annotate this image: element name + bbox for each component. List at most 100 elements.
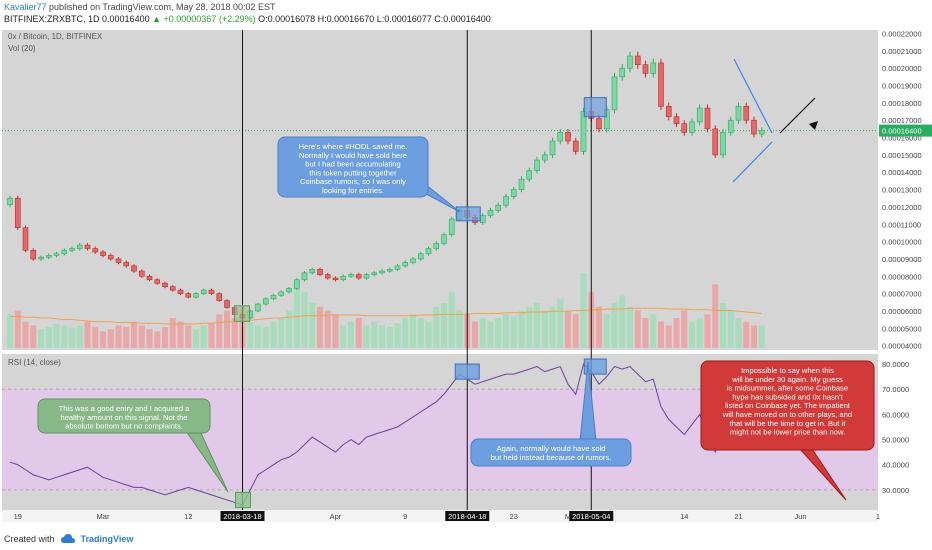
time-axis[interactable] bbox=[2, 510, 878, 522]
candle bbox=[76, 243, 83, 251]
tradingview-cloud-icon bbox=[60, 534, 75, 543]
candle-body bbox=[7, 197, 13, 206]
candle bbox=[309, 267, 316, 275]
callout-line: will have moved on to other plays, and bbox=[722, 410, 852, 419]
price-pane[interactable] bbox=[2, 30, 878, 350]
volume-bar bbox=[131, 321, 137, 348]
candle bbox=[115, 257, 122, 265]
rsi-axis-tick: 80.0000 bbox=[882, 360, 909, 369]
candle bbox=[371, 271, 378, 277]
candle bbox=[510, 186, 517, 200]
volume-bar bbox=[208, 323, 215, 348]
volume-bar bbox=[84, 321, 91, 348]
volume-bar bbox=[650, 314, 657, 348]
candle-body bbox=[627, 55, 633, 69]
candle bbox=[193, 292, 199, 299]
candle bbox=[665, 102, 672, 121]
triangle-lower-line bbox=[732, 141, 773, 183]
candle bbox=[557, 128, 564, 145]
candle bbox=[611, 72, 618, 114]
candle-body bbox=[448, 218, 455, 235]
rsi-top-box-2 bbox=[583, 358, 607, 375]
candle bbox=[38, 255, 44, 261]
volume-bar bbox=[448, 291, 455, 348]
volume-bar bbox=[410, 314, 416, 348]
volume-bar bbox=[324, 310, 331, 348]
date-marker-label: 2018-04-18 bbox=[448, 512, 486, 521]
candle bbox=[131, 264, 137, 273]
chart-area[interactable]: 0.00022000 0.00021000 0.00020000 0.00019000… bbox=[0, 26, 932, 531]
date-marker-tag bbox=[445, 511, 490, 521]
candle-body bbox=[557, 132, 564, 142]
candle-body bbox=[394, 265, 401, 270]
candle-body bbox=[100, 251, 106, 256]
published-text: published on TradingView.com, May 28, 20… bbox=[49, 2, 276, 12]
candle-body bbox=[503, 196, 509, 206]
time-axis-tick: 19 bbox=[14, 512, 22, 521]
candle-body bbox=[278, 291, 285, 296]
volume-bar bbox=[14, 310, 21, 348]
volume-bar bbox=[332, 314, 339, 348]
candle bbox=[386, 267, 393, 273]
volume-bar bbox=[743, 321, 750, 348]
volume-bar bbox=[340, 325, 347, 348]
volume-bar bbox=[619, 295, 626, 348]
rsi-axis-tick: 40.0000 bbox=[882, 461, 909, 470]
price-axis-tick: 0.00010000 bbox=[882, 238, 922, 247]
candle-body bbox=[30, 249, 37, 260]
candle-body bbox=[270, 295, 277, 300]
rsi-bottom-box bbox=[235, 491, 251, 508]
date-marker-tag bbox=[220, 511, 265, 521]
price-change: ▲ +0.00000367 (+2.29%) bbox=[152, 14, 256, 24]
candle-body bbox=[45, 255, 52, 258]
ohlc-values: O:0.00016078 H:0.00016670 L:0.00016077 C… bbox=[258, 14, 491, 24]
volume-bar bbox=[138, 325, 145, 348]
candle bbox=[270, 293, 277, 301]
price-axis-tick: 0.00012000 bbox=[882, 203, 922, 212]
tradingview-brand[interactable]: TradingView bbox=[80, 534, 134, 544]
candle-body bbox=[696, 107, 703, 123]
volume-bar bbox=[402, 318, 409, 348]
rsi-axis-tick: 70.0000 bbox=[882, 385, 909, 394]
breakout-arrow-head bbox=[809, 121, 818, 130]
candle-body bbox=[386, 269, 393, 272]
candle-body bbox=[193, 293, 199, 298]
volume-bar bbox=[107, 329, 114, 348]
volume-bar bbox=[123, 327, 130, 348]
callout-line: looking for entries. bbox=[322, 186, 384, 195]
author-link[interactable]: Kavalier77 bbox=[4, 2, 47, 12]
candle-body bbox=[642, 64, 649, 74]
candle bbox=[154, 278, 161, 285]
last-price: 0.00016400 bbox=[102, 14, 150, 24]
candle-body bbox=[14, 197, 21, 229]
candle bbox=[7, 195, 13, 208]
candle-body bbox=[518, 178, 525, 190]
candle-body bbox=[169, 286, 176, 291]
volume-bar bbox=[355, 318, 362, 348]
callout-box bbox=[37, 398, 211, 434]
candle-body bbox=[286, 288, 292, 293]
price-axis-tick: 0.00017000 bbox=[882, 116, 922, 125]
volume-bar bbox=[696, 318, 703, 348]
candle bbox=[727, 116, 734, 136]
candle bbox=[348, 272, 354, 278]
candle bbox=[84, 243, 91, 251]
volume-bar bbox=[154, 331, 161, 348]
callout-line: that will be the time to get in. But it bbox=[730, 419, 847, 428]
date-marker-tag bbox=[569, 511, 614, 521]
volume-bar bbox=[673, 318, 680, 348]
candle bbox=[634, 51, 641, 69]
price-axis-tick: 0.00007000 bbox=[882, 290, 922, 299]
candle bbox=[425, 246, 432, 256]
volume-bar bbox=[603, 314, 610, 348]
candle bbox=[619, 63, 626, 81]
volume-bar bbox=[92, 327, 99, 348]
callout-line: Impossible to say when this bbox=[741, 366, 834, 375]
candle-body bbox=[549, 140, 556, 156]
volume-bar bbox=[7, 314, 13, 348]
candle-body bbox=[309, 269, 316, 274]
candle-body bbox=[673, 116, 680, 124]
candle bbox=[441, 232, 447, 246]
time-axis-tick: 14 bbox=[680, 512, 688, 521]
